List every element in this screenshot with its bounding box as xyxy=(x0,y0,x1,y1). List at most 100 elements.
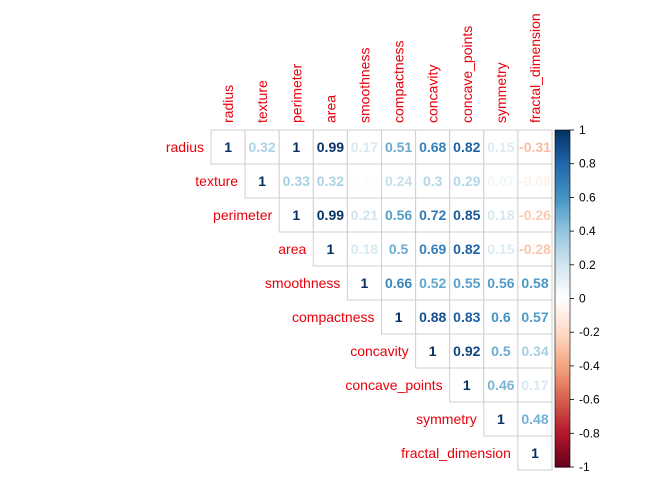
colorbar-segment xyxy=(555,254,570,259)
row-label-area: area xyxy=(278,241,306,257)
colorbar-segment xyxy=(555,146,570,151)
row-label-perimeter: perimeter xyxy=(213,207,272,223)
colorbar-segment xyxy=(555,416,570,421)
colorbar-segment xyxy=(555,423,570,428)
cell-radius-compactness xyxy=(381,129,417,165)
colorbar-segment xyxy=(555,318,570,323)
colorbar-segment xyxy=(555,386,570,391)
column-label-texture: texture xyxy=(254,80,270,123)
cell-radius-texture xyxy=(244,129,280,165)
colorbar-segment xyxy=(555,261,570,266)
colorbar-segment xyxy=(555,153,570,158)
colorbar-tick-label: -0.8 xyxy=(579,426,600,440)
cell-value-texture-concavity: 0.3 xyxy=(423,173,443,189)
colorbar-segment xyxy=(555,342,570,347)
cell-value-smoothness-concave_points: 0.55 xyxy=(453,275,480,291)
colorbar-tick-label: 0.6 xyxy=(579,190,596,204)
cell-compactness-concavity xyxy=(415,299,451,335)
colorbar-segment xyxy=(555,433,570,438)
cell-value-smoothness-compactness: 0.66 xyxy=(385,275,412,291)
colorbar-segment xyxy=(555,140,570,145)
cell-value-concavity-fractal_dimension: 0.34 xyxy=(521,343,548,359)
cell-value-compactness-symmetry: 0.6 xyxy=(491,309,511,325)
cell-area-area xyxy=(312,231,348,267)
cell-concavity-concave_points xyxy=(449,333,485,369)
colorbar-segment xyxy=(555,187,570,192)
colorbar-segment xyxy=(555,376,570,380)
color-legend: 1 0.8 0.6 0.4 0.2 0 -0.2 -0.4 -0.6 -0.8 -1 xyxy=(554,123,600,474)
cell-value-concave_points-fractal_dimension: 0.17 xyxy=(521,377,548,393)
row-label-smoothness: smoothness xyxy=(265,275,340,291)
column-label-smoothness: smoothness xyxy=(356,48,372,123)
column-label-perimeter: perimeter xyxy=(288,64,304,123)
colorbar-segment xyxy=(555,130,570,134)
colorbar-segment xyxy=(555,325,570,330)
cell-value-radius-symmetry: 0.15 xyxy=(487,139,514,155)
colorbar-segment xyxy=(555,291,570,296)
colorbar-segment xyxy=(555,167,570,172)
colorbar-segment xyxy=(555,355,570,360)
cell-value-concavity-concavity: 1 xyxy=(429,343,437,359)
cell-value-perimeter-compactness: 0.56 xyxy=(385,207,412,223)
cell-texture-perimeter xyxy=(278,163,314,199)
cell-value-perimeter-symmetry: 0.18 xyxy=(487,207,514,223)
colorbar-segment xyxy=(555,210,570,215)
correlation-cells: 1 0.32 1 0.99 0.17 0.51 0.68 0.82 0.15 -0.311 0.33… xyxy=(210,129,553,471)
cell-value-perimeter-smoothness: 0.21 xyxy=(351,207,378,223)
cell-compactness-fractal_dimension xyxy=(517,299,553,335)
colorbar-segment xyxy=(555,278,570,283)
colorbar-segment xyxy=(555,392,570,397)
colorbar-segment xyxy=(555,463,570,468)
cell-value-concave_points-symmetry: 0.46 xyxy=(487,377,514,393)
colorbar-tick-label: 1 xyxy=(579,123,586,137)
cell-value-area-smoothness: 0.18 xyxy=(351,241,378,257)
colorbar-segment xyxy=(555,247,570,252)
colorbar-segment xyxy=(555,359,570,364)
colorbar-segment xyxy=(555,349,570,354)
colorbar-segment xyxy=(555,332,570,337)
colorbar-segment xyxy=(555,315,570,320)
cell-value-symmetry-fractal_dimension: 0.48 xyxy=(521,411,548,427)
colorbar-segment xyxy=(555,379,570,384)
cell-value-perimeter-concavity: 0.72 xyxy=(419,207,446,223)
cell-smoothness-smoothness xyxy=(346,265,382,301)
colorbar-segment xyxy=(555,163,570,168)
colorbar-segment xyxy=(555,389,570,394)
cell-value-smoothness-symmetry: 0.56 xyxy=(487,275,514,291)
colorbar-segment xyxy=(555,399,570,404)
cell-value-fractal_dimension-fractal_dimension: 1 xyxy=(531,445,539,461)
colorbar-segment xyxy=(555,150,570,155)
cell-area-concavity xyxy=(415,231,451,267)
colorbar-segment xyxy=(555,194,570,198)
cell-value-smoothness-smoothness: 1 xyxy=(361,275,369,291)
cell-texture-concave_points xyxy=(449,163,485,199)
cell-value-compactness-concave_points: 0.83 xyxy=(453,309,480,325)
cell-concave_points-fractal_dimension xyxy=(517,367,553,403)
colorbar-tick-label: -0.6 xyxy=(579,393,600,407)
cell-value-texture-concave_points: 0.29 xyxy=(453,173,480,189)
row-label-texture: texture xyxy=(195,173,238,189)
colorbar-segment xyxy=(555,460,570,465)
colorbar-segment xyxy=(555,372,570,377)
cell-texture-concavity xyxy=(415,163,451,199)
cell-value-area-fractal_dimension: -0.28 xyxy=(519,241,551,257)
cell-value-radius-concavity: 0.68 xyxy=(419,139,446,155)
cell-value-concave_points-concave_points: 1 xyxy=(463,377,471,393)
column-label-radius: radius xyxy=(220,85,236,123)
colorbar-segment xyxy=(555,443,570,448)
cell-value-texture-compactness: 0.24 xyxy=(385,173,412,189)
colorbar-segment xyxy=(555,406,570,411)
colorbar-segment xyxy=(555,295,570,300)
colorbar-segment xyxy=(555,369,570,374)
colorbar-segment xyxy=(555,426,570,431)
cell-value-radius-fractal_dimension: -0.31 xyxy=(519,139,551,155)
cell-compactness-compactness xyxy=(381,299,417,335)
column-labels: radius texture perimeter area smoothness comp… xyxy=(220,13,543,123)
colorbar-segment xyxy=(555,143,570,148)
colorbar-segment xyxy=(555,419,570,424)
colorbar-tick-label: -0.4 xyxy=(579,359,600,373)
colorbar-segment xyxy=(555,285,570,289)
colorbar-segment xyxy=(555,264,570,269)
row-label-concavity: concavity xyxy=(350,343,408,359)
